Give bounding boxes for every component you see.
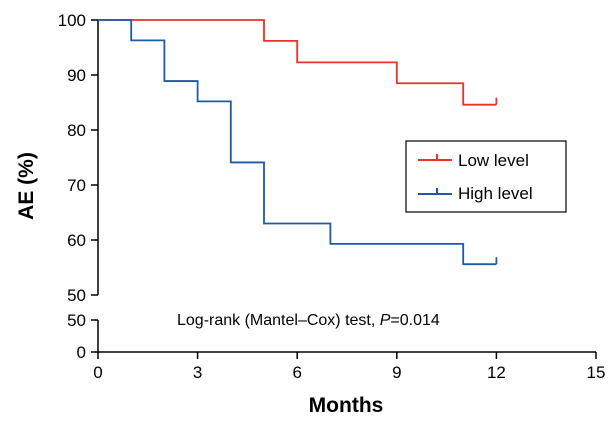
x-tick-label-15: 15 [587,363,606,382]
legend-swatch-low [418,154,452,161]
series-layer [98,19,498,266]
y-tick-label-50: 50 [67,286,86,305]
y-tick-label-70: 70 [67,176,86,195]
tick-marks: 50 60 70 80 90 100 0 50 0 3 6 9 12 15 [58,11,606,382]
y-axis-title: AE (%) [15,152,38,220]
legend-box [405,140,567,213]
y-tick-label-lower-0: 0 [77,343,86,362]
y-tick-label-60: 60 [67,231,86,250]
x-tick-label-0: 0 [93,363,102,382]
legend-item-high: High level [418,184,533,203]
x-tick-label-3: 3 [193,363,202,382]
axes [97,20,596,353]
series-line-high [98,19,497,266]
x-tick-label-9: 9 [392,363,401,382]
legend: Low level High level [405,140,567,213]
y-tick-label-100: 100 [58,11,86,30]
legend-label-low: Low level [458,151,529,170]
y-tick-label-lower-50: 50 [67,311,86,330]
legend-item-low: Low level [418,151,529,170]
series-line-low [98,19,497,106]
legend-label-high: High level [458,184,533,203]
y-tick-label-90: 90 [67,66,86,85]
log-rank-annotation: Log-rank (Mantel–Cox) test, P=0.014 [177,312,440,329]
x-tick-label-6: 6 [292,363,301,382]
x-axis-title: Months [309,394,384,417]
x-tick-label-12: 12 [487,363,506,382]
y-tick-label-80: 80 [67,121,86,140]
legend-swatch-high [418,188,452,195]
